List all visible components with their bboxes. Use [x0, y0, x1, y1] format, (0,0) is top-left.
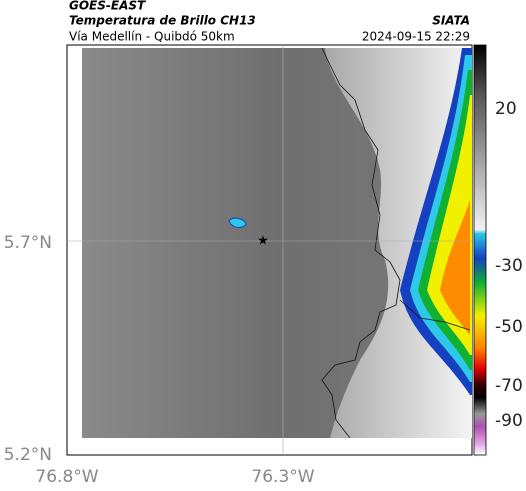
- route: Vía Medellín - Quibdó 50km: [69, 30, 235, 44]
- colorbar-label: -70: [495, 376, 523, 396]
- cloud-orange: [440, 200, 470, 335]
- colorbar-label: -50: [495, 317, 523, 337]
- product: Temperatura de Brillo CH13: [69, 14, 256, 28]
- satellite: GOES-EAST: [69, 0, 146, 13]
- colorbar-label: -90: [495, 411, 523, 431]
- lon-label: 76.3°W: [251, 467, 314, 487]
- boundary: [321, 47, 401, 439]
- colorbar-label: -30: [495, 256, 523, 276]
- location-marker: ★: [257, 234, 269, 249]
- colorbar: 20 -30 -50 -70 -90: [473, 44, 523, 456]
- datetime: 2024-09-15 22:29: [362, 30, 470, 44]
- colorbar-scale: [473, 44, 487, 456]
- boundary-2: [399, 299, 471, 331]
- header: GOES-EAST Temperatura de Brillo CH13 SIA…: [69, 0, 470, 44]
- source: SIATA: [432, 14, 470, 28]
- map: ★: [66, 44, 473, 456]
- colorbar-label: 20: [495, 99, 517, 119]
- lat-label: 5.7°N: [4, 233, 52, 253]
- lat-label: 5.2°N: [4, 445, 52, 465]
- cloud-cell: [228, 217, 247, 228]
- lon-label: 76.8°W: [35, 467, 98, 487]
- axis-labels: 5.7°N 5.2°N 76.8°W 76.3°W: [4, 233, 315, 487]
